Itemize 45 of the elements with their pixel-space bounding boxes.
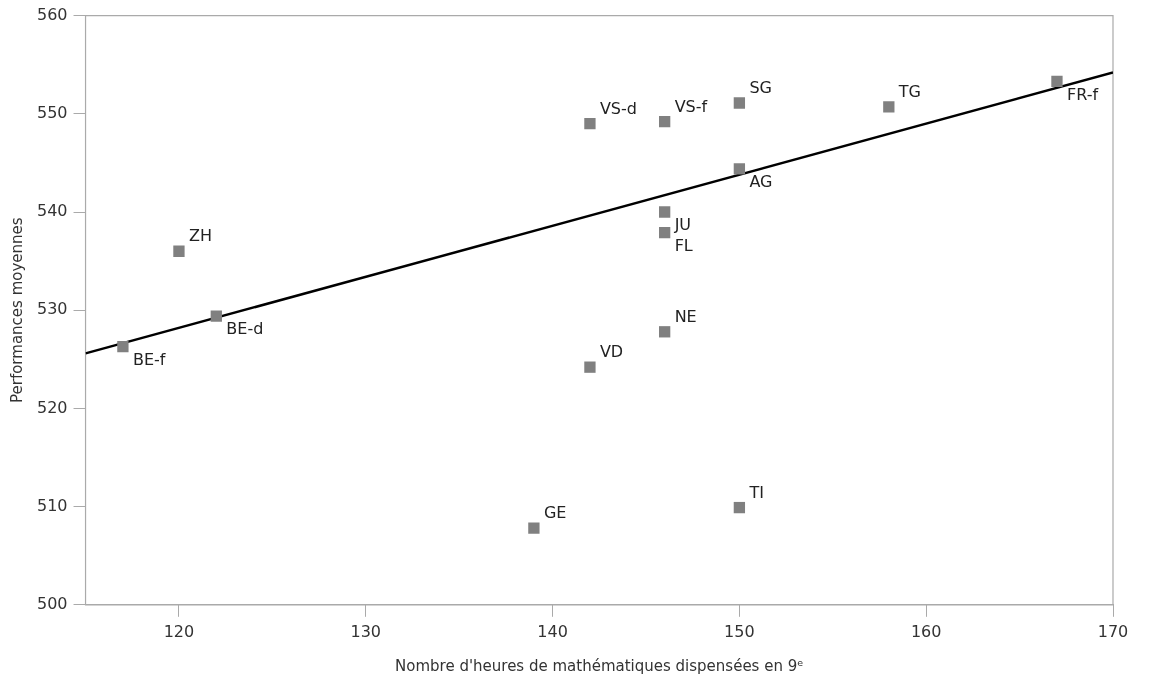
point (528, 522, 540, 534)
y-axis-title: Performances moyennes (7, 217, 26, 403)
point (584, 361, 596, 373)
y-tick-label: 500 (36, 593, 68, 613)
x-tick-label: 120 (163, 621, 195, 641)
point (117, 340, 129, 353)
x-tick-label: 130 (350, 621, 382, 641)
annotation: JU (673, 215, 692, 235)
annotation: VS-f (674, 96, 708, 116)
annotation: NE (674, 306, 697, 326)
annotation: TI (748, 482, 764, 502)
point (659, 326, 671, 338)
annotation: SG (749, 78, 772, 98)
y-tick-label: 520 (36, 397, 68, 417)
x-tick-label: 160 (910, 621, 942, 641)
annotation: BE-f (132, 349, 166, 369)
point (659, 116, 671, 128)
point (659, 226, 671, 239)
y-tick-label: 540 (36, 201, 68, 221)
point (733, 97, 746, 109)
y-tick-label: 530 (36, 299, 68, 319)
x-tick-label: 170 (1097, 621, 1129, 641)
point (883, 101, 895, 113)
y-tick-label: 550 (36, 102, 68, 122)
point (659, 206, 671, 218)
point (584, 117, 596, 130)
annotation: VS-d (599, 98, 637, 118)
point (1051, 75, 1063, 88)
annotation: VD (599, 342, 624, 362)
y-tick-label: 560 (36, 4, 68, 24)
x-axis-title: Nombre d'heures de mathématiques dispensées en 9ᵉ (395, 656, 804, 675)
x-tick-label: 140 (537, 621, 568, 641)
annotation: GE (543, 503, 567, 523)
point (733, 163, 746, 175)
y-tick-label: 510 (36, 495, 68, 515)
annotation: BE-d (226, 319, 264, 339)
point (733, 501, 746, 514)
annotation: ZH (188, 226, 212, 246)
point (173, 245, 185, 257)
annotation: FL (674, 235, 693, 255)
point (210, 310, 222, 322)
annotation: AG (749, 171, 773, 191)
annotation: TG (897, 82, 921, 102)
annotation: FR-f (1066, 84, 1099, 104)
x-tick-label: 150 (724, 621, 755, 641)
